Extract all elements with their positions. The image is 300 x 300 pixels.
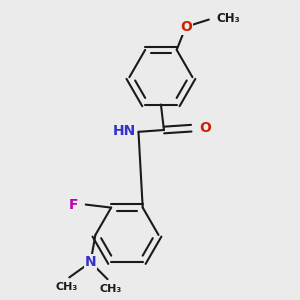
Text: N: N: [85, 255, 96, 269]
Text: CH₃: CH₃: [216, 12, 240, 25]
Text: F: F: [69, 198, 78, 212]
Text: HN: HN: [113, 124, 136, 138]
Text: CH₃: CH₃: [55, 282, 77, 292]
Text: O: O: [180, 20, 192, 34]
Text: CH₃: CH₃: [99, 284, 122, 294]
Text: O: O: [199, 121, 211, 135]
